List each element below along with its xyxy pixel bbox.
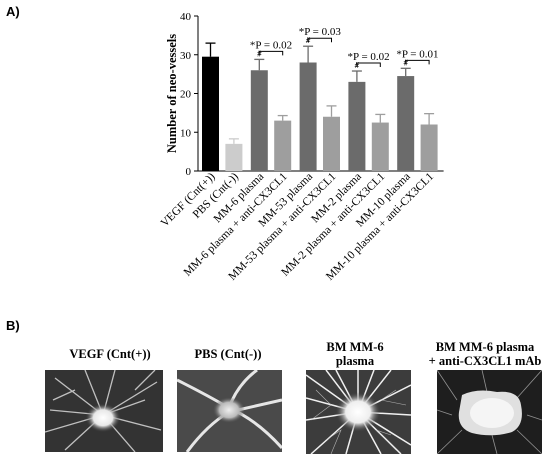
y-tick-label: 20	[180, 89, 192, 101]
image-title-line2: + anti-CX3CL1 mAb	[428, 354, 542, 368]
photo-vegf	[45, 370, 163, 452]
image-title-line1: BM MM-6	[326, 340, 384, 354]
y-axis-label: Number of neo-vessels	[165, 34, 179, 153]
y-tick-label: 30	[180, 50, 192, 62]
p-value-label: *P = 0.01	[396, 48, 438, 60]
bar	[420, 124, 438, 171]
comparison-bracket	[405, 59, 430, 65]
image-title-mm6: BM MM-6 plasma	[300, 340, 410, 368]
panel-a-label: A)	[6, 4, 20, 19]
p-value-label: *P = 0.02	[250, 39, 292, 51]
image-title-pbs: PBS (Cnt(-))	[168, 347, 288, 361]
y-tick-label: 10	[180, 127, 192, 139]
bar	[202, 56, 219, 171]
bar	[371, 122, 389, 171]
bar	[299, 62, 317, 171]
image-title-line1: BM MM-6 plasma	[435, 340, 535, 354]
image-title-line1: PBS (Cnt(-))	[194, 347, 262, 361]
image-title-line1: VEGF (Cnt(+))	[69, 347, 151, 361]
image-title-vegf: VEGF (Cnt(+))	[40, 347, 180, 361]
bar	[274, 120, 292, 171]
photo-mm6	[306, 370, 411, 454]
comparison-bracket	[258, 50, 284, 56]
photo-pbs	[177, 370, 282, 452]
image-title-line2: plasma	[335, 354, 375, 368]
panel-b-label: B)	[6, 318, 20, 333]
y-tick-label: 0	[186, 166, 192, 178]
p-value-label: *P = 0.03	[299, 26, 342, 38]
photo-mm6-anti	[437, 370, 542, 454]
bar	[348, 81, 366, 171]
y-tick-label: 40	[180, 11, 192, 23]
bar	[323, 116, 340, 171]
bar	[397, 76, 415, 171]
bar	[225, 143, 243, 171]
p-value-label: *P = 0.02	[348, 51, 390, 63]
bar	[250, 70, 268, 171]
image-title-mm6-anti: BM MM-6 plasma + anti-CX3CL1 mAb	[420, 340, 550, 368]
comparison-bracket	[356, 62, 381, 68]
comparison-bracket	[307, 37, 332, 43]
